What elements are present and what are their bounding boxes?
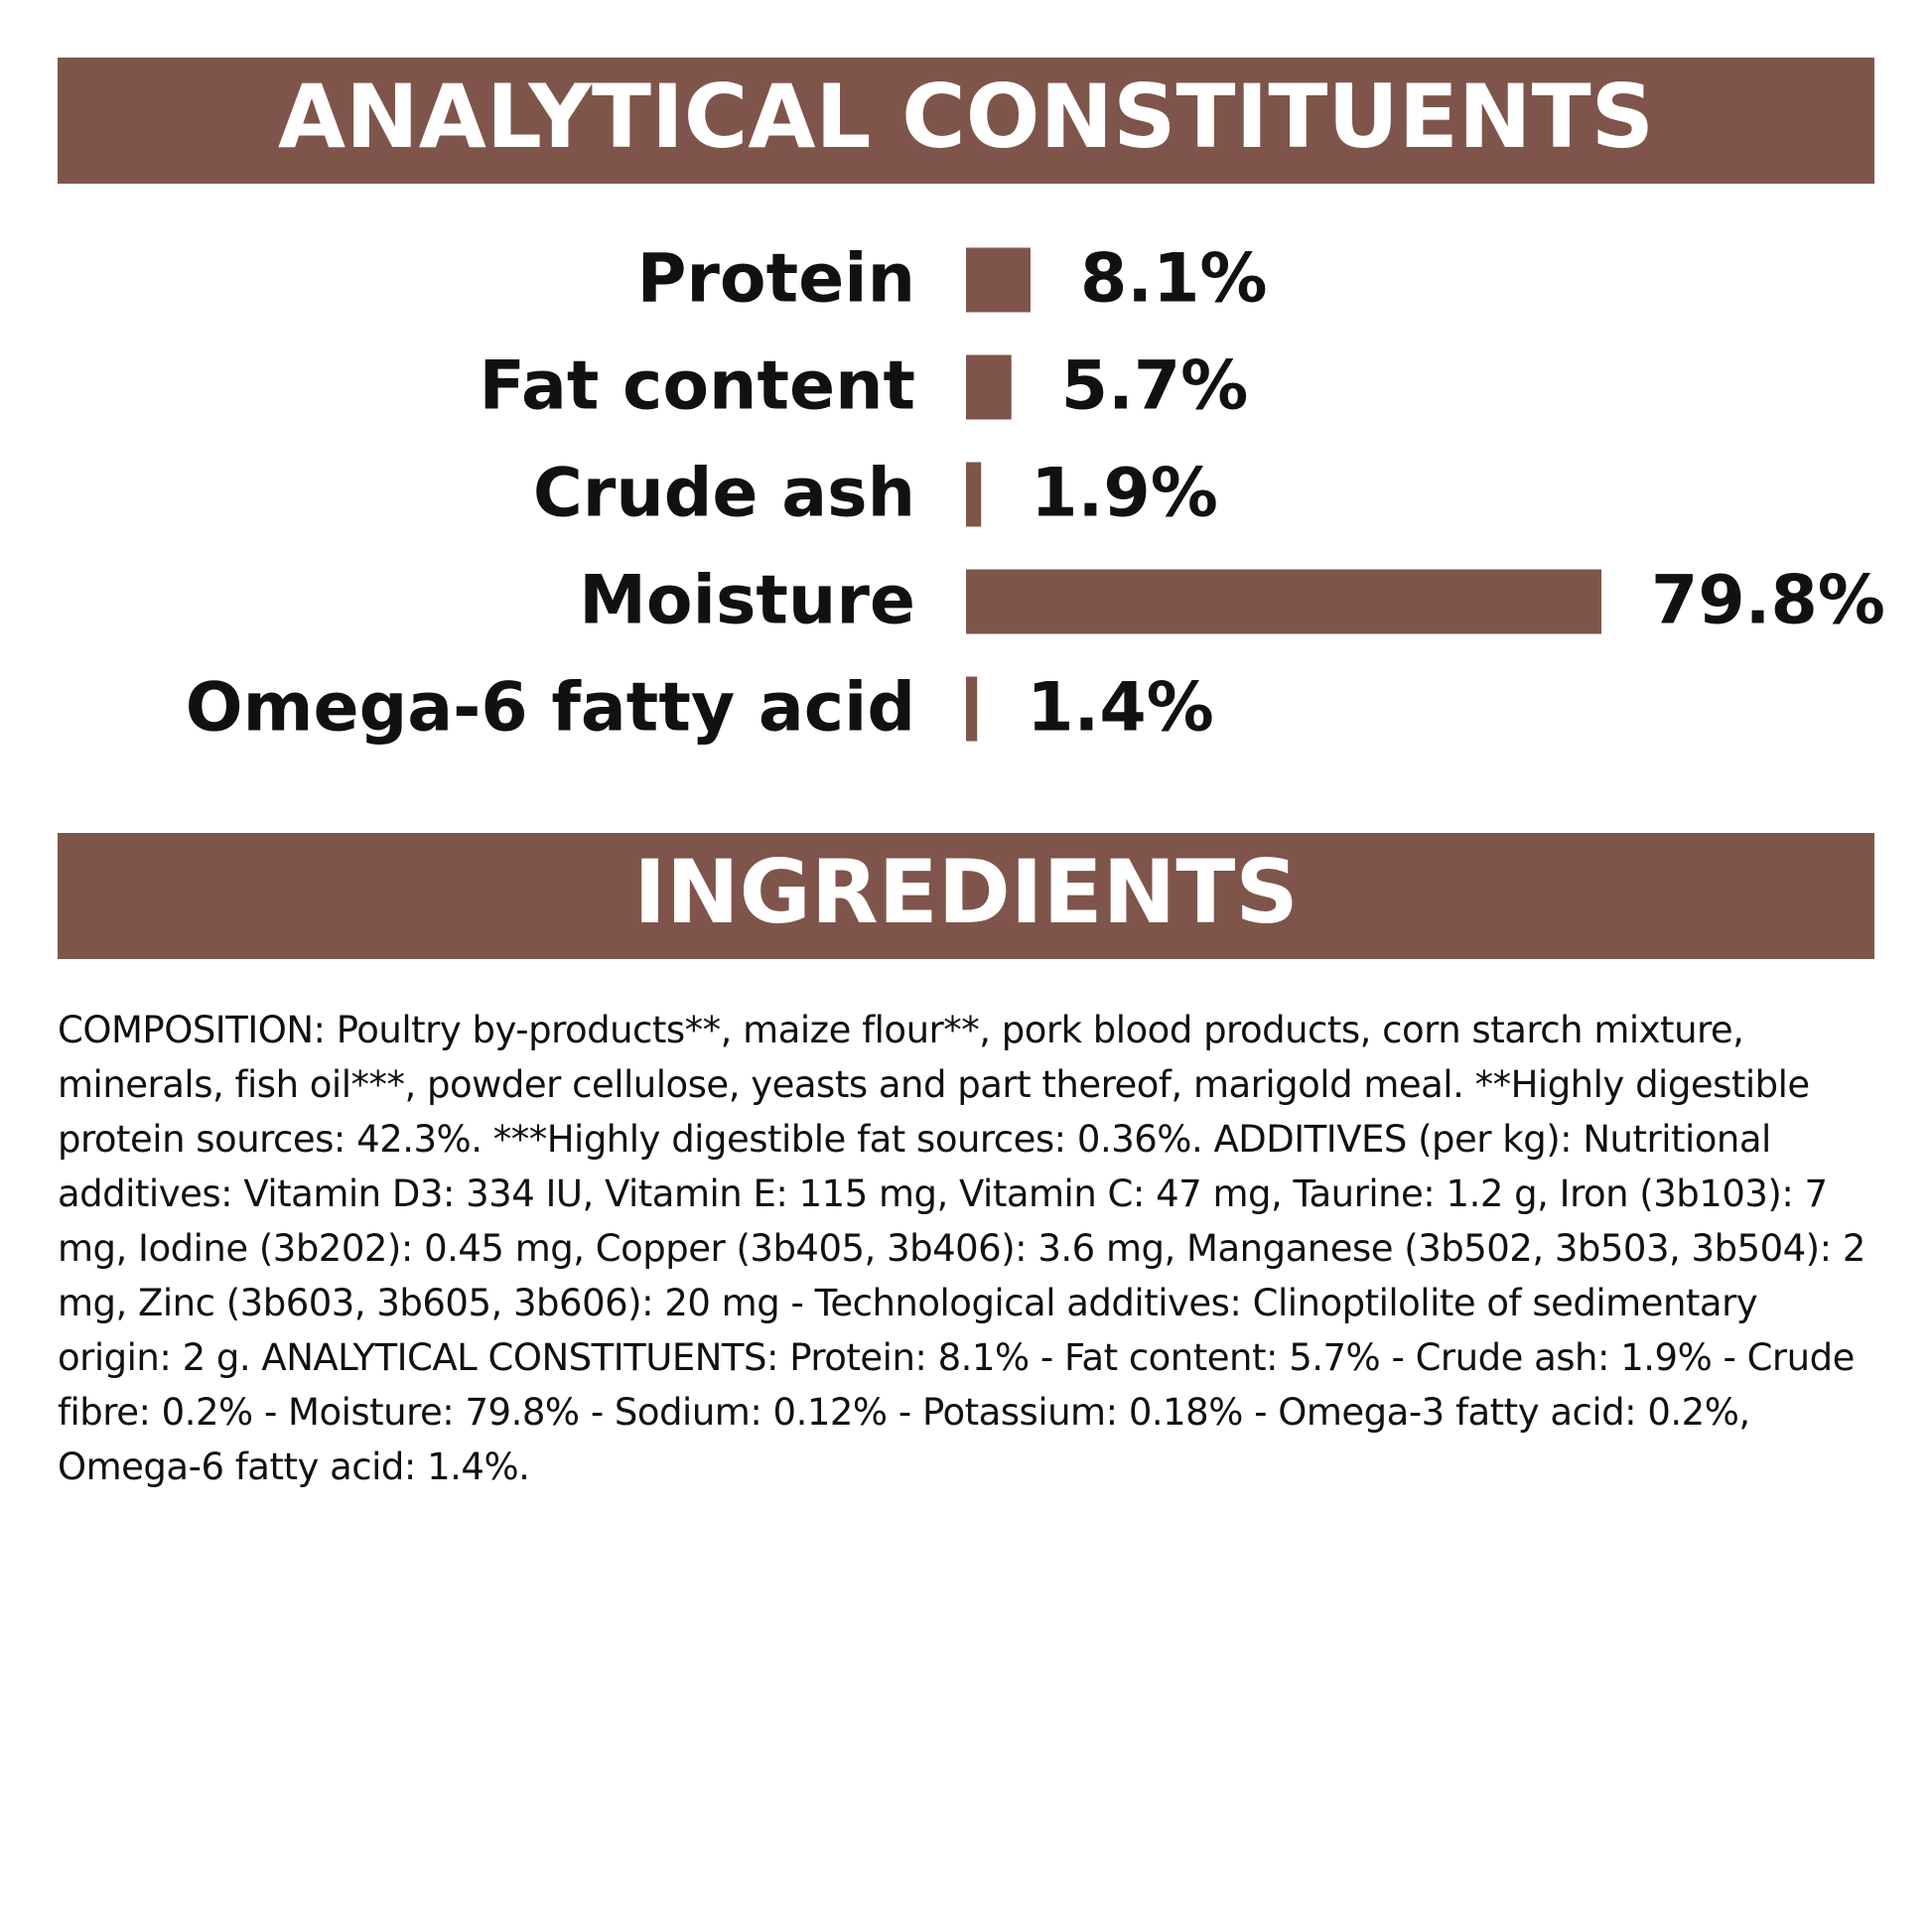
bar (966, 569, 1601, 634)
bar (966, 676, 978, 742)
category-label: Crude ash (533, 455, 915, 533)
value-label: 5.7% (1061, 347, 1249, 426)
value-label: 1.4% (1027, 669, 1214, 748)
chart: ANALYTICAL CONSTITUENTS INGREDIENTS Prot… (58, 58, 1885, 959)
value-label: 8.1% (1080, 240, 1268, 319)
ingredients-text: COMPOSITION: Poultry by-products**, maiz… (58, 1009, 1865, 1488)
category-label: Protein (637, 240, 915, 319)
category-label: Fat content (479, 347, 915, 426)
value-label: 79.8% (1651, 562, 1885, 640)
title-band (58, 58, 1874, 184)
ingredients-band (58, 833, 1874, 959)
category-label: Omega-6 fatty acid (186, 669, 915, 748)
bar (966, 247, 1031, 313)
bar (966, 462, 982, 527)
ingredients-title: INGREDIENTS (633, 841, 1298, 943)
chart-title: ANALYTICAL CONSTITUENTS (278, 66, 1654, 168)
category-label: Moisture (579, 562, 915, 640)
bar (966, 354, 1012, 420)
value-label: 1.9% (1031, 455, 1218, 533)
